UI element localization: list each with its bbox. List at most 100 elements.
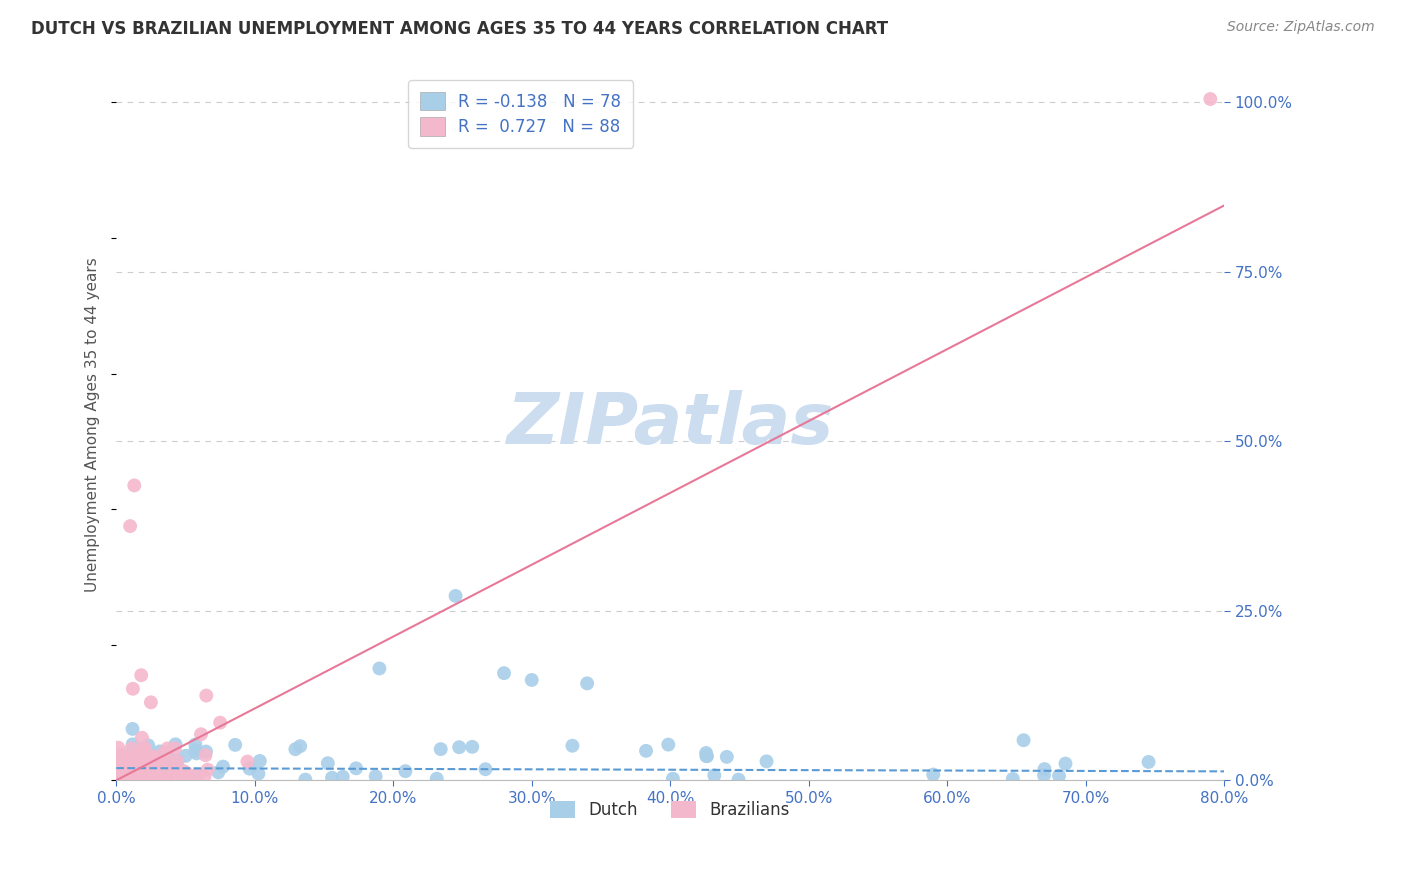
Point <box>695 746 717 760</box>
Point <box>141 767 163 781</box>
Point <box>187 768 209 782</box>
Point <box>209 715 232 730</box>
Point <box>1047 769 1070 783</box>
Point <box>129 758 152 772</box>
Point <box>177 770 200 784</box>
Point <box>111 765 134 780</box>
Point <box>138 764 160 778</box>
Point <box>107 771 129 785</box>
Point <box>224 738 246 752</box>
Point <box>110 747 132 762</box>
Point <box>129 767 152 781</box>
Point <box>157 754 180 768</box>
Point <box>176 769 198 783</box>
Point <box>150 756 173 770</box>
Point <box>1012 733 1035 747</box>
Point <box>132 762 155 776</box>
Point <box>146 755 169 769</box>
Point <box>321 771 343 785</box>
Point <box>141 764 163 779</box>
Point <box>146 764 169 779</box>
Point <box>121 761 143 775</box>
Point <box>657 738 679 752</box>
Point <box>121 722 143 736</box>
Point <box>115 757 138 772</box>
Point <box>165 762 187 776</box>
Point <box>156 761 179 775</box>
Point <box>236 755 259 769</box>
Point <box>136 772 159 786</box>
Point <box>186 747 208 761</box>
Point <box>1001 772 1024 786</box>
Point <box>120 767 142 781</box>
Point <box>124 769 146 783</box>
Point <box>1054 756 1077 771</box>
Point <box>121 741 143 756</box>
Point <box>131 752 153 766</box>
Point <box>120 767 142 781</box>
Point <box>444 589 467 603</box>
Point <box>184 743 207 757</box>
Point <box>156 772 179 786</box>
Point <box>132 752 155 766</box>
Point <box>195 689 218 703</box>
Point <box>461 739 484 754</box>
Point <box>155 758 177 772</box>
Point <box>716 750 738 764</box>
Point <box>122 681 145 696</box>
Point <box>127 746 149 760</box>
Point <box>135 769 157 783</box>
Point <box>132 770 155 784</box>
Point <box>174 771 197 785</box>
Text: Source: ZipAtlas.com: Source: ZipAtlas.com <box>1227 20 1375 34</box>
Text: ZIPatlas: ZIPatlas <box>506 390 834 458</box>
Point <box>755 755 778 769</box>
Point <box>142 753 165 767</box>
Point <box>247 766 270 780</box>
Point <box>129 668 152 682</box>
Point <box>143 771 166 785</box>
Point <box>197 763 219 777</box>
Point <box>238 762 260 776</box>
Point <box>124 745 146 759</box>
Point <box>394 764 416 779</box>
Point <box>149 771 172 785</box>
Point <box>173 770 195 784</box>
Point <box>139 765 162 780</box>
Point <box>111 756 134 770</box>
Point <box>118 756 141 770</box>
Point <box>166 753 188 767</box>
Point <box>184 738 207 752</box>
Point <box>132 740 155 755</box>
Point <box>364 769 387 783</box>
Point <box>108 770 131 784</box>
Point <box>108 752 131 766</box>
Point <box>426 772 449 786</box>
Point <box>149 757 172 772</box>
Point <box>190 727 212 741</box>
Point <box>131 731 153 745</box>
Point <box>107 768 129 782</box>
Point <box>143 767 166 781</box>
Point <box>111 767 134 781</box>
Point <box>142 749 165 764</box>
Point <box>124 747 146 762</box>
Point <box>1033 762 1056 776</box>
Point <box>142 751 165 765</box>
Point <box>634 744 657 758</box>
Point <box>122 758 145 772</box>
Point <box>727 772 749 787</box>
Point <box>129 761 152 775</box>
Point <box>165 737 187 751</box>
Point <box>316 756 339 771</box>
Point <box>212 759 235 773</box>
Point <box>662 772 685 786</box>
Point <box>131 746 153 760</box>
Point <box>695 749 717 764</box>
Point <box>156 746 179 760</box>
Point <box>120 747 142 762</box>
Point <box>156 741 179 756</box>
Point <box>284 742 307 756</box>
Point <box>294 772 316 787</box>
Point <box>561 739 583 753</box>
